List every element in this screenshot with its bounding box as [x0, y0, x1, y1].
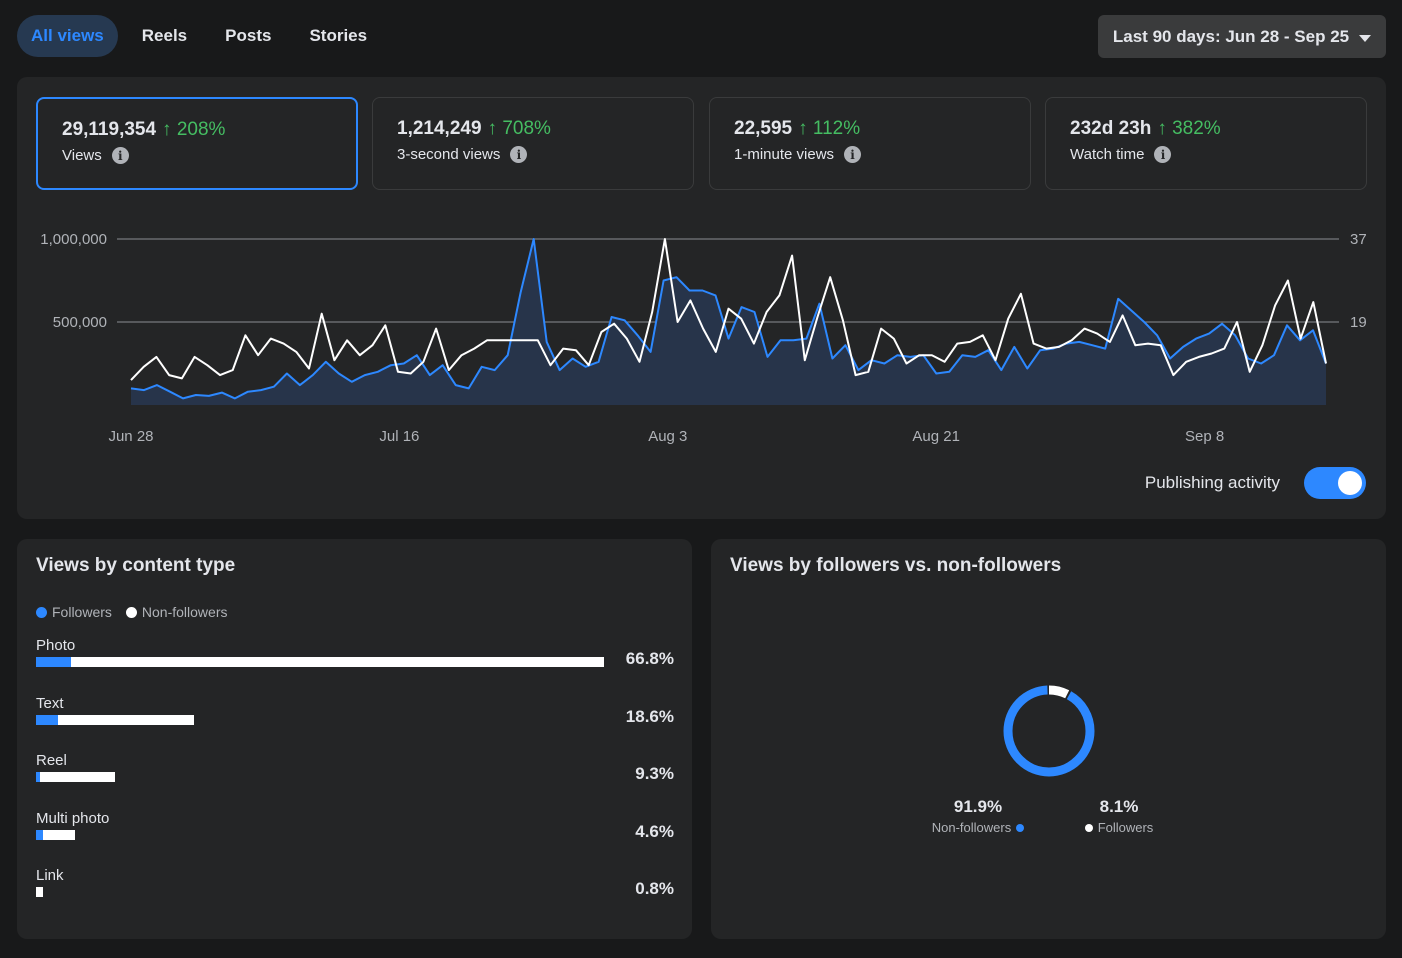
content-type-label: Reel [36, 752, 67, 769]
kpi-delta: ↑ 208% [162, 119, 226, 140]
content-type-pct: 0.8% [635, 879, 674, 898]
content-type-label: Text [36, 695, 64, 712]
non-followers-pct: 91.9% [953, 797, 1003, 816]
content-type-label: Multi photo [36, 810, 110, 827]
info-icon[interactable]: i [1154, 146, 1172, 163]
content-type-bar [36, 772, 116, 782]
content-type-pct: 66.8% [625, 649, 674, 668]
donut-ring [1003, 685, 1095, 777]
kpi-label: 3-second views [397, 146, 501, 163]
content-type-row: Text 18.6% [36, 695, 674, 735]
followers-pct: 8.1% [1099, 797, 1139, 816]
date-range-dropdown[interactable]: Last 90 days: Jun 28 - Sep 25 [1098, 15, 1386, 58]
dot-icon [125, 606, 137, 618]
followers-stat: 8.1% Followers [1059, 797, 1179, 835]
y-right-tick-label: 37 [1350, 231, 1367, 248]
content-type-legend: Followers Non-followers [36, 604, 228, 620]
info-icon[interactable]: i [844, 146, 862, 163]
non-followers-segment [39, 772, 116, 782]
content-type-bar [36, 887, 43, 897]
views-overview-panel: 29,119,354 ↑ 208% Views i 1,214,249 ↑ 708% … [17, 77, 1386, 519]
y-left-tick-label: 1,000,000 [40, 231, 107, 248]
panel-title: Views by followers vs. non-followers [730, 555, 1062, 576]
date-range-label: Last 90 days: Jun 28 - Sep 25 [1112, 26, 1350, 46]
publishing-activity-toggle[interactable] [1304, 467, 1366, 499]
info-icon[interactable]: i [111, 147, 129, 164]
non-followers-segment [36, 887, 43, 897]
content-type-bar [36, 657, 604, 667]
tab-stories[interactable]: Stories [309, 26, 368, 45]
followers-label: Followers [1097, 820, 1154, 835]
content-type-row: Multi photo 4.6% [36, 810, 674, 850]
non-followers-label: Non-followers [931, 820, 1012, 835]
tab-reels[interactable]: Reels [141, 26, 188, 45]
non-followers-segment [71, 657, 604, 667]
followers-segment [36, 715, 59, 725]
non-followers-stat: 91.9% Non-followers [918, 797, 1038, 835]
kpi-label: Views [62, 147, 102, 164]
content-type-panel: Views by content type Followers Non-foll… [17, 539, 692, 939]
non-followers-segment [58, 715, 195, 725]
x-tick-label: Sep 8 [1185, 428, 1224, 445]
dot-icon [1084, 823, 1093, 832]
kpi-value: 22,595 [734, 118, 793, 139]
kpi-card-watch-time[interactable]: 232d 23h ↑ 382% Watch time i [1045, 97, 1367, 190]
series-line-blue [130, 238, 1327, 400]
info-icon[interactable]: i [510, 146, 528, 163]
content-type-pct: 9.3% [635, 764, 674, 783]
x-tick-label: Jul 16 [379, 428, 419, 445]
content-type-bar [36, 715, 195, 725]
y-right-tick-label: 19 [1350, 314, 1367, 331]
donut-slice-non-followers [1003, 685, 1095, 777]
non-followers-segment [43, 830, 76, 840]
followers-segment [36, 830, 44, 840]
legend-followers: Followers [36, 604, 112, 620]
content-type-row: Reel 9.3% [36, 752, 674, 792]
toggle-knob [1338, 471, 1362, 495]
tab-posts[interactable]: Posts [225, 26, 272, 45]
x-tick-label: Aug 21 [912, 428, 960, 445]
tab-all-views[interactable]: All views [17, 15, 118, 57]
series-line-white [130, 238, 1327, 381]
caret-down-icon [1359, 34, 1372, 42]
followers-split-panel: Views by followers vs. non-followers 91.… [711, 539, 1386, 939]
kpi-delta: ↑ 708% [487, 118, 551, 139]
kpi-card-views[interactable]: 29,119,354 ↑ 208% Views i [36, 97, 358, 190]
dot-icon [36, 606, 47, 618]
followers-segment [36, 657, 72, 667]
panel-title: Views by content type [36, 555, 236, 576]
series-area [131, 239, 1326, 405]
kpi-card-3-second-views[interactable]: 1,214,249 ↑ 708% 3-second views i [372, 97, 694, 190]
publishing-activity-control: Publishing activity [1145, 467, 1366, 499]
content-type-pct: 4.6% [635, 822, 674, 841]
kpi-delta: ↑ 382% [1157, 118, 1221, 139]
kpi-card-1-minute-views[interactable]: 22,595 ↑ 112% 1-minute views i [709, 97, 1031, 190]
x-tick-label: Jun 28 [108, 428, 153, 445]
kpi-value: 232d 23h [1070, 118, 1152, 139]
dot-icon [1016, 823, 1025, 832]
kpi-value: 1,214,249 [397, 118, 482, 139]
kpi-delta: ↑ 112% [798, 118, 861, 139]
content-type-pct: 18.6% [625, 707, 674, 726]
kpi-label: 1-minute views [734, 146, 835, 163]
content-type-label: Link [36, 867, 64, 884]
content-type-row: Photo 66.8% [36, 637, 674, 677]
content-type-bar [36, 830, 76, 840]
content-type-row: Link 0.8% [36, 867, 674, 907]
donut-slice-followers [1003, 685, 1095, 777]
x-tick-label: Aug 3 [648, 428, 687, 445]
y-left-tick-label: 500,000 [53, 314, 107, 331]
publishing-activity-label: Publishing activity [1144, 473, 1280, 492]
kpi-value: 29,119,354 [62, 119, 157, 140]
followers-segment [36, 772, 40, 782]
view-tabs: All views Reels Posts Stories [17, 15, 391, 57]
legend-non-followers: Non-followers [125, 604, 228, 620]
kpi-label: Watch time [1070, 146, 1145, 163]
views-line-chart[interactable]: 1,000,000 37 500,000 19 Jun 28 Jul 16 Aug 3 Aug… [17, 77, 1386, 457]
content-type-label: Photo [36, 637, 76, 654]
followers-donut-chart [1003, 685, 1095, 777]
